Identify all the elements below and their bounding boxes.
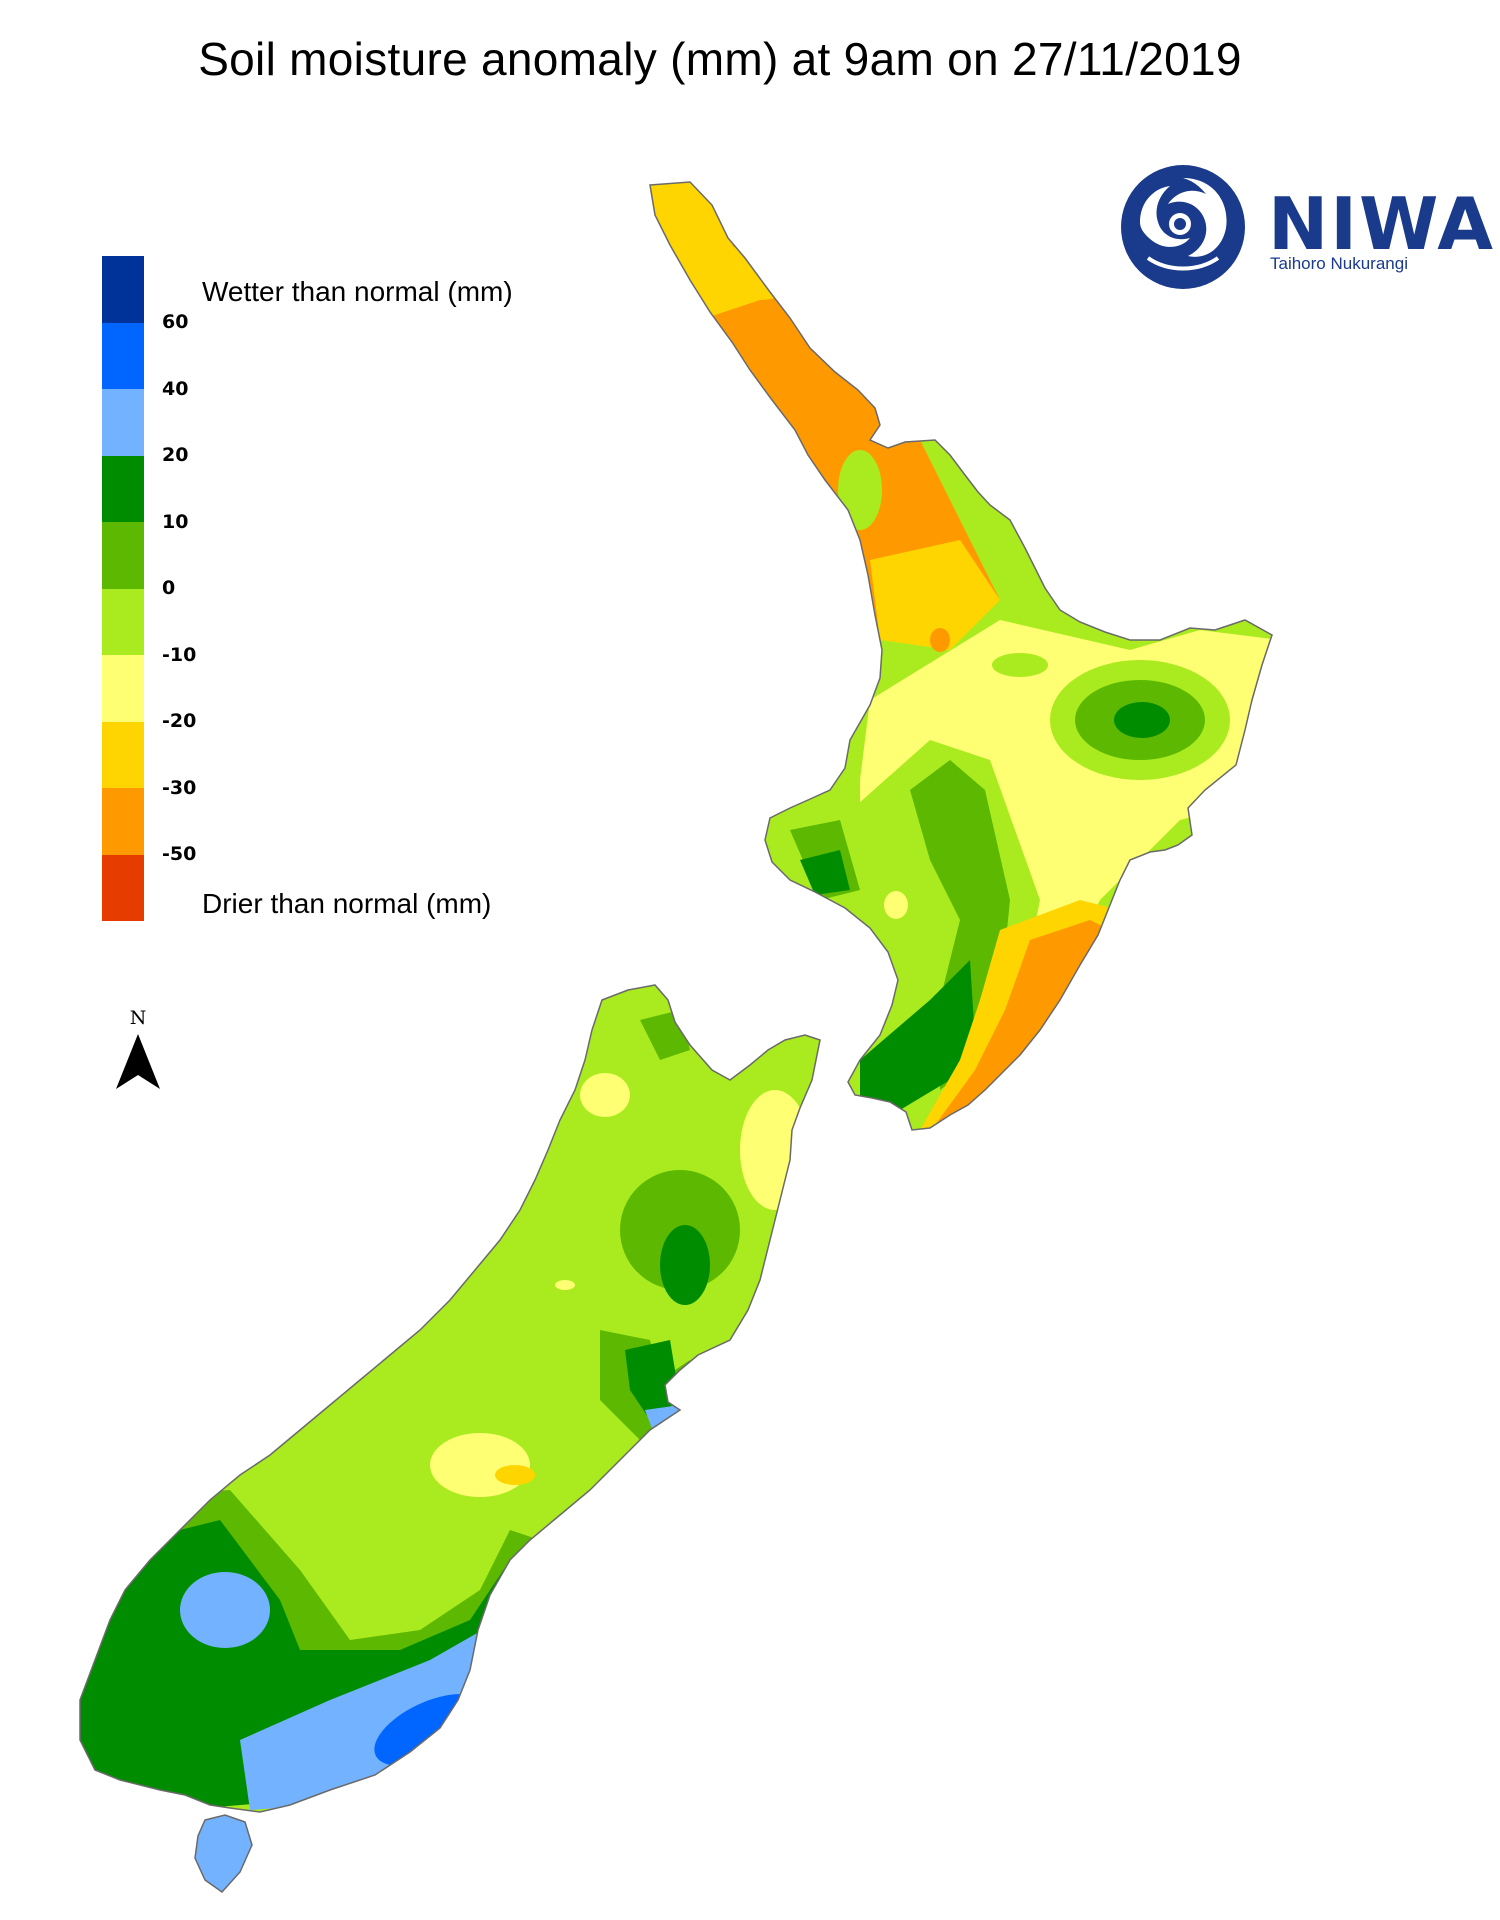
north-island bbox=[650, 182, 1272, 1130]
north-letter: N bbox=[129, 1007, 147, 1029]
legend-drier-label: Drier than normal (mm) bbox=[202, 888, 492, 919]
legend-swatch-minus50-minus30 bbox=[102, 788, 144, 855]
legend-tick-label: 40 bbox=[162, 378, 189, 400]
niwa-logo: NIWA Taihoro Nukurangi bbox=[1118, 162, 1493, 297]
legend-tick-label: 10 bbox=[162, 511, 189, 533]
legend-tick-label: -20 bbox=[162, 710, 197, 732]
niwa-logo-subtitle: Taihoro Nukurangi bbox=[1270, 254, 1408, 273]
stewart-island bbox=[194, 1814, 253, 1893]
legend-tick-label: -10 bbox=[162, 644, 197, 666]
niwa-logo-text: NIWA bbox=[1268, 182, 1495, 266]
legend-tick-label: -50 bbox=[162, 843, 197, 865]
south-island bbox=[80, 985, 820, 1812]
legend-swatch-40-60 bbox=[102, 322, 144, 389]
niwa-swirl-icon bbox=[1121, 165, 1245, 289]
legend-tick-label: 60 bbox=[162, 311, 189, 333]
north-arrow: N bbox=[113, 1007, 163, 1104]
legend-color-bar bbox=[102, 256, 144, 921]
legend-tick-label: 0 bbox=[162, 577, 176, 599]
legend-swatch-minus30-minus20 bbox=[102, 721, 144, 788]
legend-wetter-label: Wetter than normal (mm) bbox=[202, 276, 513, 307]
legend-swatch-above-60 bbox=[102, 256, 144, 323]
legend-swatch-below-minus50 bbox=[102, 854, 144, 921]
legend-swatch-minus10-0 bbox=[102, 588, 144, 655]
legend-swatch-20-40 bbox=[102, 389, 144, 456]
legend-tick-label: 20 bbox=[162, 444, 189, 466]
legend-tick-label: -30 bbox=[162, 777, 197, 799]
legend-swatch-10-20 bbox=[102, 455, 144, 522]
legend-swatch-0-10 bbox=[102, 522, 144, 589]
legend-swatch-minus20-minus10 bbox=[102, 655, 144, 722]
map-title: Soil moisture anomaly (mm) at 9am on 27/… bbox=[198, 33, 1242, 85]
north-arrow-icon bbox=[116, 1034, 160, 1089]
